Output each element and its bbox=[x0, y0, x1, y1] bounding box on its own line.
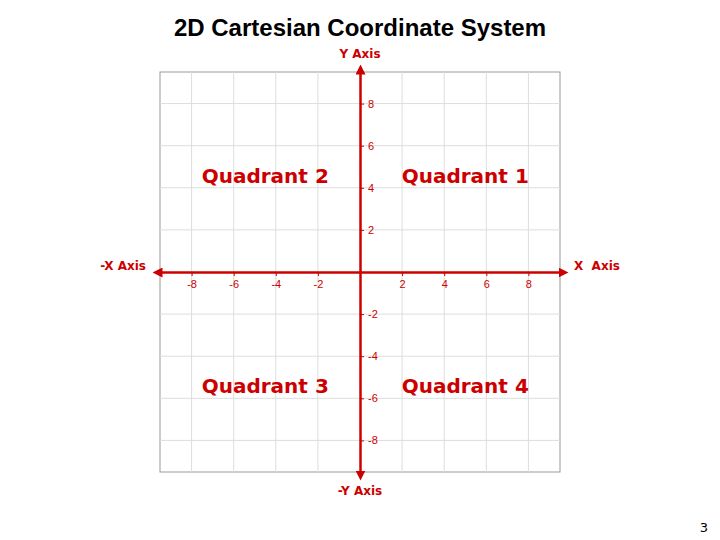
x-tick-mark bbox=[276, 272, 277, 276]
x-tick-label: -6 bbox=[229, 278, 239, 290]
quadrant-label: Quadrant 1 bbox=[402, 164, 529, 188]
y-tick-mark bbox=[360, 356, 364, 357]
y-tick-label: -8 bbox=[368, 434, 378, 446]
x-tick-mark bbox=[192, 272, 193, 276]
quadrant-label: Quadrant 4 bbox=[402, 374, 529, 398]
page-number: 3 bbox=[700, 520, 708, 535]
y-tick-label: 2 bbox=[368, 224, 374, 236]
y-tick: -6 bbox=[360, 392, 378, 404]
x-tick-mark bbox=[444, 272, 445, 276]
quadrant-label: Quadrant 3 bbox=[202, 374, 329, 398]
y-tick-mark bbox=[360, 230, 364, 231]
y-tick-label: 4 bbox=[368, 182, 374, 194]
x-tick: 2 bbox=[400, 272, 406, 290]
axis-label: X Axis bbox=[574, 259, 620, 273]
y-tick-mark bbox=[360, 188, 364, 189]
y-tick: -4 bbox=[360, 350, 378, 362]
y-tick: 8 bbox=[360, 98, 374, 110]
y-tick-label: -4 bbox=[368, 350, 378, 362]
x-tick-mark bbox=[528, 272, 529, 276]
y-tick-mark bbox=[360, 104, 364, 105]
y-tick: -8 bbox=[360, 434, 378, 446]
x-tick: -4 bbox=[271, 272, 281, 290]
x-tick-label: -2 bbox=[314, 278, 324, 290]
x-tick-mark bbox=[486, 272, 487, 276]
x-tick: -6 bbox=[229, 272, 239, 290]
y-tick: 2 bbox=[360, 224, 374, 236]
axis-label: Y Axis bbox=[338, 47, 380, 61]
title: 2D Cartesian Coordinate System bbox=[174, 14, 546, 41]
x-tick: -2 bbox=[314, 272, 324, 290]
y-tick-mark bbox=[360, 314, 364, 315]
plot-frame bbox=[160, 72, 560, 472]
x-tick: 8 bbox=[526, 272, 532, 290]
axis-label: -X Axis bbox=[100, 259, 146, 273]
x-tick-mark bbox=[318, 272, 319, 276]
x-tick-mark bbox=[402, 272, 403, 276]
y-tick-mark bbox=[360, 398, 364, 399]
x-tick-label: -8 bbox=[187, 278, 197, 290]
x-tick-label: 8 bbox=[526, 278, 532, 290]
y-tick: 6 bbox=[360, 140, 374, 152]
x-tick-label: 4 bbox=[442, 278, 448, 290]
x-tick: -8 bbox=[187, 272, 197, 290]
x-tick: 6 bbox=[484, 272, 490, 290]
y-tick: -2 bbox=[360, 308, 378, 320]
y-tick-label: 6 bbox=[368, 140, 374, 152]
axis-label: -Y Axis bbox=[338, 484, 382, 498]
x-tick: 4 bbox=[442, 272, 448, 290]
chart: 2D Cartesian Coordinate System -8 -6 -4 -2 2 4… bbox=[0, 0, 720, 540]
y-axis: -8 -6 -4 -2 2 4 6 8 bbox=[360, 73, 378, 473]
y-tick-label: 8 bbox=[368, 98, 374, 110]
y-tick-mark bbox=[360, 146, 364, 147]
x-tick-label: 6 bbox=[484, 278, 490, 290]
y-tick: 4 bbox=[360, 182, 374, 194]
x-tick-label: 2 bbox=[400, 278, 406, 290]
y-tick-mark bbox=[360, 440, 364, 441]
y-tick-label: -2 bbox=[368, 308, 378, 320]
plot-area bbox=[160, 72, 560, 472]
x-tick-mark bbox=[234, 272, 235, 276]
x-tick-label: -4 bbox=[271, 278, 281, 290]
y-tick-label: -6 bbox=[368, 392, 378, 404]
y-axis-line bbox=[359, 73, 362, 473]
quadrant-label: Quadrant 2 bbox=[202, 164, 329, 188]
